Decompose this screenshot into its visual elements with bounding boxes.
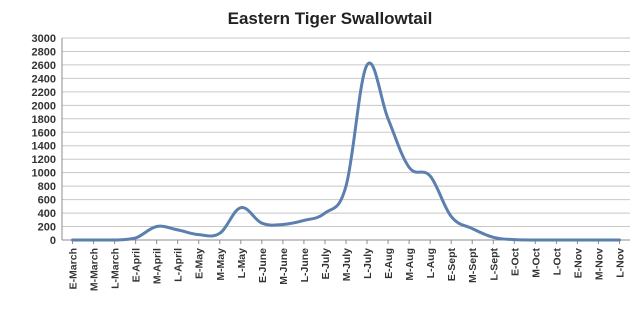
- y-tick-label: 2600: [32, 60, 56, 72]
- y-tick-label: 1000: [32, 168, 56, 180]
- x-tick-label: E-Sept: [446, 248, 458, 282]
- x-tick-label: L-March: [110, 248, 122, 289]
- y-tick-label: 1400: [32, 141, 56, 153]
- series-line: [71, 61, 621, 242]
- y-tick-label: 0: [50, 235, 56, 247]
- y-tick-label: 600: [38, 195, 56, 207]
- x-tick-label: M-July: [341, 248, 353, 281]
- x-tick-label: E-June: [257, 248, 269, 283]
- y-tick-label: 1600: [32, 127, 56, 139]
- series-layer: [71, 61, 621, 242]
- x-tick-label: E-Oct: [509, 248, 521, 277]
- x-tick-label: L-Sept: [488, 248, 500, 281]
- x-tick-label: E-May: [194, 248, 206, 279]
- x-tick-label: L-July: [362, 248, 374, 279]
- x-tick-label: M-May: [215, 248, 227, 281]
- y-tick-label: 2800: [32, 46, 56, 58]
- y-tick-label: 2000: [32, 100, 56, 112]
- x-tick-label: E-April: [131, 248, 143, 283]
- x-tick-label: M-Sept: [467, 248, 479, 284]
- x-tick-label: E-March: [68, 248, 80, 289]
- x-tick-label: L-June: [299, 248, 311, 283]
- x-tick-label: M-April: [152, 248, 164, 284]
- x-tick-label: E-Aug: [383, 248, 395, 279]
- x-tick-label: E-Nov: [572, 248, 584, 278]
- x-tick-label: M-Nov: [593, 248, 605, 280]
- x-tick-label: L-Aug: [425, 248, 437, 278]
- x-tick-label: M-Aug: [404, 248, 416, 281]
- y-tick-label: 800: [38, 181, 56, 193]
- y-tick-label: 2400: [32, 73, 56, 85]
- chart-title: Eastern Tiger Swallowtail: [228, 9, 433, 28]
- x-tick-label: E-July: [320, 248, 332, 280]
- x-tick-label: L-May: [236, 248, 248, 278]
- x-tick-label: M-Oct: [530, 248, 542, 278]
- x-tick-label: L-Nov: [614, 248, 626, 278]
- y-tick-label: 3000: [32, 33, 56, 45]
- x-tick-label: L-April: [173, 248, 185, 282]
- axes: [61, 38, 630, 241]
- y-tick-label: 400: [38, 208, 56, 220]
- x-tick-label: M-March: [89, 248, 101, 291]
- y-tick-label: 1800: [32, 114, 56, 126]
- y-tick-label: 200: [38, 222, 56, 234]
- y-tick-label: 2200: [32, 87, 56, 99]
- x-axis-ticks: E-March M-March L-March E-April M-April L-Apr…: [68, 240, 626, 291]
- gridlines: [62, 37, 630, 228]
- y-tick-label: 1200: [32, 154, 56, 166]
- x-tick-label: M-June: [278, 248, 290, 285]
- x-tick-label: L-Oct: [551, 248, 563, 276]
